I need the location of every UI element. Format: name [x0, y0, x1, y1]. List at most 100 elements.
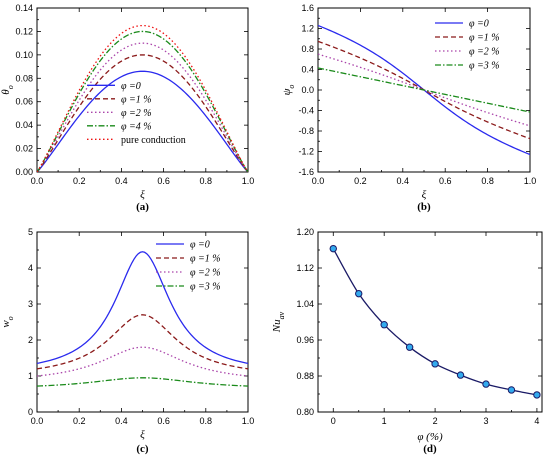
y-tick-label: 4 — [28, 263, 33, 273]
legend-entry: φ =4 % — [121, 121, 152, 132]
y-axis-title: θo — [0, 85, 15, 94]
y-tick-label: 0.96 — [296, 335, 314, 345]
y-axis-title: ψo — [281, 85, 296, 96]
x-axis-title: ξ — [140, 189, 145, 201]
y-axis-title-main: θ — [0, 89, 12, 95]
x-tick-label: 0.2 — [73, 416, 86, 426]
plot-frame — [36, 7, 249, 173]
x-tick-label: 1.0 — [242, 416, 255, 426]
series-line-3 — [37, 346, 248, 377]
legend-entry: φ =0 — [121, 81, 141, 92]
y-axis-title: wo — [0, 316, 15, 327]
y-tick-label: 0.10 — [15, 50, 33, 60]
x-tick-label: 0.4 — [397, 176, 410, 186]
y-tick-label: -0.4 — [298, 106, 314, 116]
panel-label: (d) — [423, 443, 437, 455]
y-tick-label: 0.80 — [296, 407, 314, 417]
x-tick-label: 3 — [483, 416, 488, 426]
panel-label: (c) — [136, 443, 149, 455]
y-tick-label: 0.04 — [15, 120, 33, 130]
series-line-1 — [332, 248, 538, 396]
y-tick-label: 1.2 — [301, 24, 314, 34]
y-tick-label: 0.14 — [15, 3, 33, 13]
y-tick-label: 0.02 — [15, 144, 33, 154]
data-point — [533, 391, 541, 399]
x-tick-label: 0.8 — [200, 176, 213, 186]
legend-entry: φ =0 — [469, 19, 489, 30]
series-line-2 — [37, 54, 248, 172]
series-line-2 — [37, 314, 248, 370]
y-tick-label: 1.12 — [296, 263, 314, 273]
y-axis-title-main: Nu — [271, 319, 283, 333]
legend-entry: φ =2 % — [190, 268, 221, 279]
series-line-4 — [37, 30, 248, 172]
series-line-1 — [37, 70, 248, 172]
legend-entry: φ =2 % — [121, 108, 152, 119]
x-tick-label: 0.0 — [31, 416, 44, 426]
panel-label: (a) — [136, 201, 149, 213]
y-axis-title-subscript: av — [277, 311, 286, 319]
y-tick-label: -0.8 — [298, 126, 314, 136]
y-tick-label: 0.4 — [301, 65, 314, 75]
y-tick-label: 0.8 — [301, 44, 314, 54]
y-tick-label: 0.00 — [15, 167, 33, 177]
legend-entry: φ =1 % — [190, 254, 221, 265]
y-tick-label: 5 — [28, 227, 33, 237]
data-point — [482, 380, 490, 388]
y-axis-title: Nuav — [271, 311, 286, 333]
data-point — [355, 289, 363, 298]
x-tick-label: 0 — [331, 416, 336, 426]
y-tick-label: -1.2 — [298, 147, 314, 157]
panel-label: (b) — [417, 201, 431, 213]
legend-entry: φ =0 — [190, 240, 210, 251]
x-tick-label: 2 — [433, 416, 438, 426]
panel-b: 0.0 0.2 0.4 0.6 0.8 1.0 -1.6 -1.2 -0.8 -0.4 0.0 0.4… — [281, 3, 536, 213]
x-tick-label: 1.0 — [242, 176, 255, 186]
y-tick-label: -1.6 — [298, 167, 314, 177]
y-tick-label: 2 — [28, 335, 33, 345]
data-point — [456, 371, 465, 379]
y-tick-label: 1.04 — [296, 299, 314, 309]
y-tick-label: 0.06 — [15, 97, 33, 107]
y-tick-label: 1.20 — [296, 227, 314, 237]
series-line-1 — [37, 251, 248, 365]
y-tick-label: 1.6 — [301, 3, 314, 13]
panel-c: 0.0 0.2 0.4 0.6 0.8 1.0 0 1 2 3 4 5 ξ wo (c) φ =0 φ =1 %… — [0, 227, 254, 455]
data-point — [380, 321, 388, 329]
series-line-4 — [37, 377, 248, 387]
y-axis-title-main: ψ — [281, 88, 293, 95]
panel-d: 0 1 2 3 4 0.80 0.88 0.96 1.04 1.12 1.20 φ (%) Nuav (d… — [271, 227, 543, 455]
legend-entry: φ =1 % — [121, 94, 152, 105]
y-axis-title-subscript: o — [6, 316, 15, 320]
x-tick-label: 0.4 — [115, 416, 128, 426]
x-axis-title: φ (%) — [417, 431, 443, 443]
x-tick-label: 0.2 — [73, 176, 86, 186]
panel-a: 0.0 0.2 0.4 0.6 0.8 1.0 0.00 0.02 0.04 0.06 0.08 0.… — [0, 3, 254, 213]
y-tick-label: 0 — [28, 407, 33, 417]
data-point — [431, 360, 439, 368]
legend-entry: φ =2 % — [469, 47, 500, 58]
x-tick-label: 0.0 — [312, 176, 325, 186]
y-tick-label: 0.88 — [296, 371, 314, 381]
series-line-3 — [318, 53, 530, 127]
legend-entry: φ =3 % — [469, 61, 500, 72]
x-tick-label: 0.4 — [115, 176, 128, 186]
x-tick-label: 0.2 — [354, 176, 367, 186]
data-point — [507, 386, 516, 394]
x-tick-label: 0.6 — [157, 176, 170, 186]
legend-entry: φ =3 % — [190, 282, 221, 293]
x-axis-title: ξ — [140, 429, 145, 441]
x-tick-label: 4 — [534, 416, 539, 426]
x-tick-label: 0.6 — [157, 416, 170, 426]
x-tick-label: 0.8 — [481, 176, 494, 186]
data-point — [405, 343, 414, 351]
legend-entry: pure conduction — [121, 135, 186, 146]
x-tick-label: 0.0 — [31, 176, 44, 186]
x-tick-label: 1 — [382, 416, 387, 426]
y-axis-title-subscript: o — [287, 85, 296, 89]
y-tick-label: 0.0 — [301, 85, 314, 95]
series-line-5 — [37, 24, 248, 172]
y-tick-label: 0.08 — [15, 73, 33, 83]
y-tick-label: 1 — [28, 371, 33, 381]
